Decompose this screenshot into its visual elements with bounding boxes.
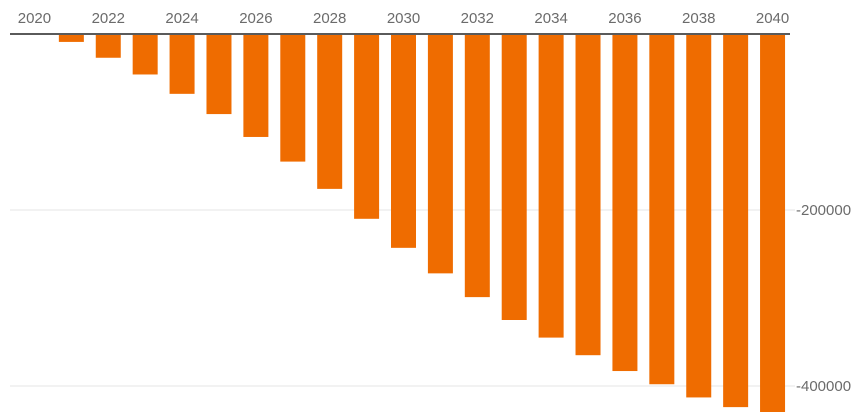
x-tick-label: 2024	[165, 10, 198, 27]
bar-2039	[723, 34, 749, 408]
x-tick-label: 2028	[313, 10, 346, 27]
x-tick-label: 2036	[608, 10, 641, 27]
x-tick-labels: 2020 2022 2024 2026 2028 2030 2032 2034 2036 2038…	[18, 10, 789, 27]
x-tick-label: 2026	[239, 10, 272, 27]
bar-2036	[612, 34, 638, 372]
bar-2024	[169, 34, 195, 94]
bar-2035	[575, 34, 601, 356]
bar-2030	[391, 34, 416, 248]
bar-2029	[354, 34, 380, 219]
x-tick-label: 2038	[682, 10, 715, 27]
bars-layer	[21, 34, 786, 412]
y-tick-labels: -200000 -400000	[796, 202, 851, 395]
x-tick-label: 2030	[387, 10, 420, 27]
x-tick-label: 2040	[756, 10, 789, 27]
bar-2027	[280, 34, 306, 162]
bar-2034	[538, 34, 564, 338]
x-tick-label: 2032	[461, 10, 494, 27]
bar-2038	[686, 34, 712, 398]
x-tick-label: 2020	[18, 10, 51, 27]
bar-2033	[501, 34, 527, 320]
bar-2023	[132, 34, 158, 75]
bar-2026	[243, 34, 269, 137]
bar-2037	[649, 34, 675, 385]
bar-2032	[464, 34, 490, 298]
y-tick-label: -200000	[796, 202, 851, 219]
bar-2028	[317, 34, 343, 189]
y-tick-label: -400000	[796, 378, 851, 395]
bar-2022	[95, 34, 121, 58]
bar-2021	[58, 34, 84, 42]
bar-2040	[760, 34, 786, 412]
bar-2031	[427, 34, 453, 274]
bar-2025	[206, 34, 232, 115]
x-tick-label: 2034	[534, 10, 567, 27]
x-tick-label: 2022	[92, 10, 125, 27]
